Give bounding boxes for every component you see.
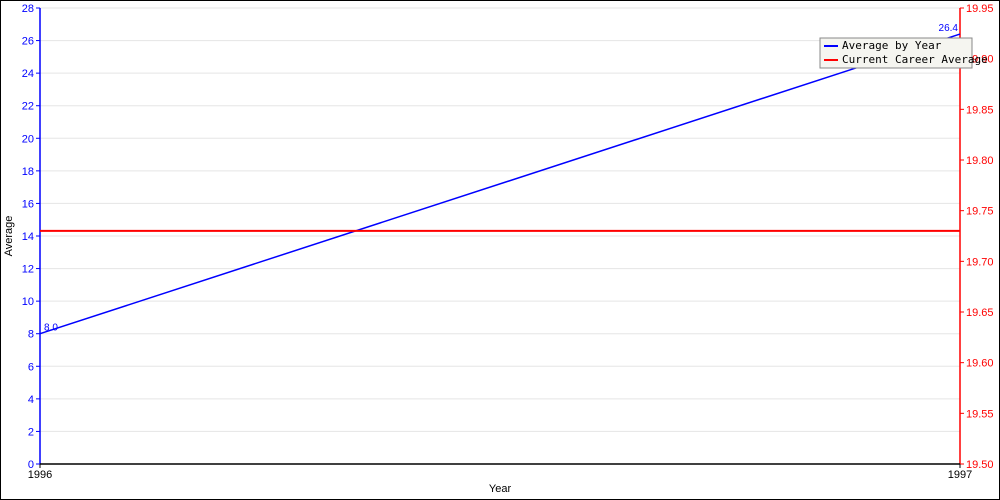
y-left-tick-label: 20 (22, 133, 34, 145)
y-left-tick-label: 10 (22, 296, 34, 308)
y-left-tick-label: 8 (28, 329, 34, 341)
x-tick-label: 1996 (28, 469, 52, 481)
dual-axis-line-chart: 024681012141618202224262819.5019.5519.60… (0, 0, 1000, 500)
y-right-tick-label: 19.80 (966, 155, 994, 167)
y-left-tick-label: 24 (22, 68, 34, 80)
data-point-label: 26.4 (939, 23, 959, 34)
y-left-tick-label: 26 (22, 36, 34, 48)
y-left-tick-label: 6 (28, 361, 34, 373)
y-left-tick-label: 18 (22, 166, 34, 178)
legend-label: Current Career Average (842, 53, 988, 66)
y-axis-left-title: Average (3, 216, 15, 257)
x-tick-label: 1997 (948, 469, 972, 481)
y-left-tick-label: 12 (22, 264, 34, 276)
y-right-tick-label: 19.75 (966, 206, 994, 218)
outer-border (1, 1, 1000, 500)
y-right-tick-label: 19.65 (966, 307, 994, 319)
y-right-tick-label: 19.95 (966, 3, 994, 15)
series-line (40, 34, 960, 334)
y-left-tick-label: 4 (28, 394, 34, 406)
legend-label: Average by Year (842, 39, 942, 52)
y-right-tick-label: 19.85 (966, 104, 994, 116)
y-right-tick-label: 19.70 (966, 256, 994, 268)
y-left-tick-label: 2 (28, 426, 34, 438)
chart-svg: 024681012141618202224262819.5019.5519.60… (0, 0, 1000, 500)
y-left-tick-label: 22 (22, 101, 34, 113)
y-left-tick-label: 16 (22, 198, 34, 210)
y-left-tick-label: 14 (22, 231, 34, 243)
x-axis-title: Year (489, 483, 512, 495)
y-right-tick-label: 19.55 (966, 408, 994, 420)
y-left-tick-label: 28 (22, 3, 34, 15)
data-point-label: 8.0 (44, 323, 58, 334)
y-right-tick-label: 19.60 (966, 358, 994, 370)
